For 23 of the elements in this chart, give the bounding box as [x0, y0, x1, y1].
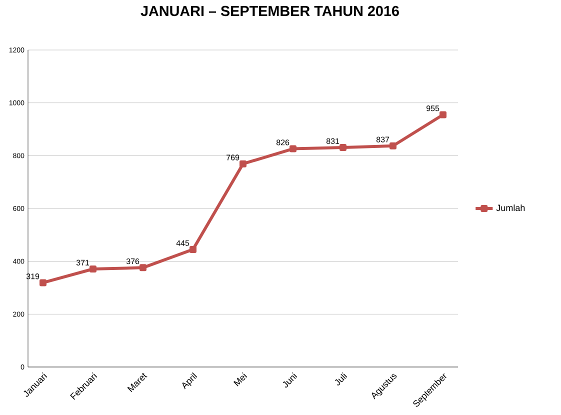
point — [290, 145, 297, 152]
point — [40, 279, 46, 286]
x-tick-label: Mei — [234, 372, 248, 386]
data-label: 831 — [326, 138, 340, 144]
point — [240, 160, 247, 168]
point — [340, 144, 347, 151]
data-label: 826 — [276, 140, 290, 146]
data-label: 371 — [76, 260, 90, 266]
data-label: 769 — [226, 154, 240, 160]
point — [140, 264, 147, 272]
x-tick-label: Juli — [334, 372, 348, 386]
legend-label: Jumlah — [496, 204, 525, 212]
chart-title: JANUARI – SEPTEMBER TAHUN 2016 — [140, 6, 399, 16]
data-label: 376 — [126, 258, 140, 264]
point — [190, 246, 197, 253]
x-tick-label: Juni — [282, 372, 298, 388]
data-label: 319 — [26, 274, 40, 280]
point — [440, 111, 447, 118]
data-label: 445 — [176, 240, 190, 246]
point — [390, 142, 397, 150]
point — [90, 265, 96, 272]
data-label: 837 — [376, 136, 390, 142]
data-label: 955 — [426, 106, 440, 112]
